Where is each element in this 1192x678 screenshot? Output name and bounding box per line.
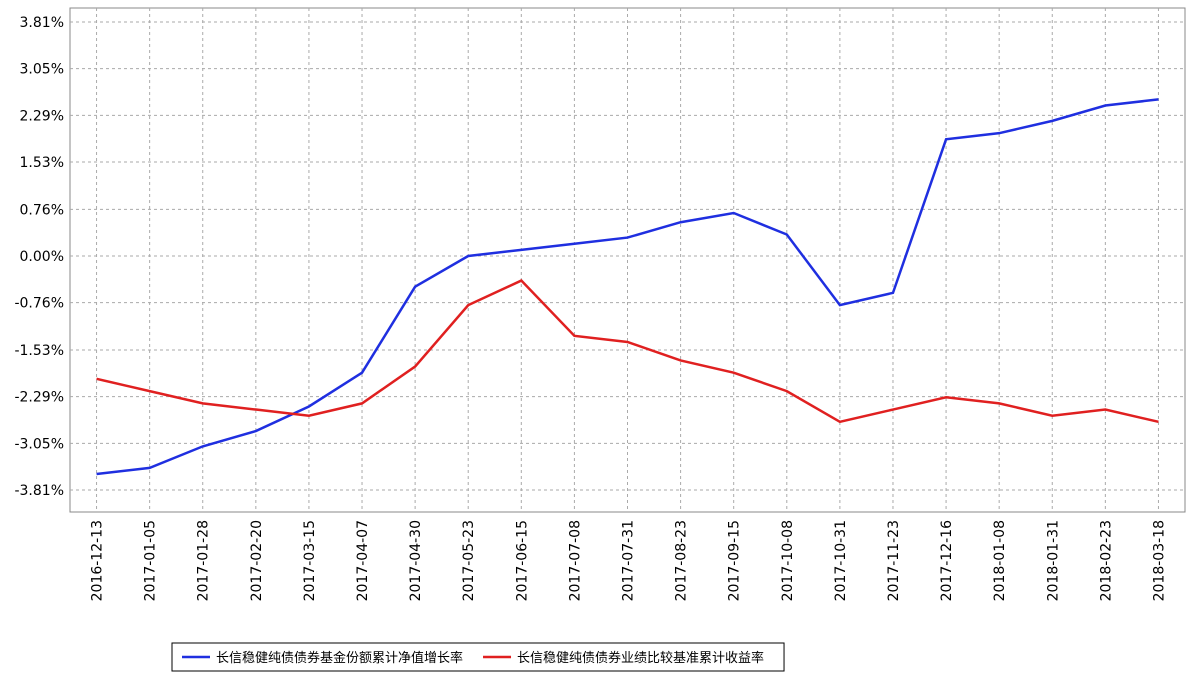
x-tick-label: 2017-01-05 — [143, 520, 159, 601]
x-tick-label: 2017-04-07 — [355, 520, 371, 601]
y-tick-label: 0.00% — [20, 249, 64, 265]
legend-label: 长信稳健纯债债券业绩比较基准累计收益率 — [517, 650, 764, 666]
legend: 长信稳健纯债债券基金份额累计净值增长率 长信稳健纯债债券业绩比较基准累计收益率 — [172, 643, 784, 671]
chart: 3.81% 3.05% 2.29% 1.53% 0.76% 0.00% -0.76% -1.5… — [0, 0, 1192, 678]
x-tick-label: 2016-12-13 — [90, 520, 106, 601]
x-tick-label: 2017-08-23 — [674, 520, 690, 601]
x-tick-label: 2017-12-16 — [939, 520, 955, 601]
y-tick-label: -1.53% — [14, 343, 64, 359]
y-tick-label: 3.81% — [20, 15, 64, 31]
x-tick-label: 2018-02-23 — [1098, 520, 1114, 601]
x-tick-label: 2017-11-23 — [886, 520, 902, 601]
y-tick-label: 3.05% — [20, 62, 64, 78]
x-tick-label: 2017-10-31 — [833, 520, 849, 601]
y-tick-label: -0.76% — [14, 296, 64, 312]
legend-label: 长信稳健纯债债券基金份额累计净值增长率 — [216, 650, 463, 666]
x-tick-label: 2017-07-31 — [621, 520, 637, 601]
y-tick-label: -3.81% — [14, 483, 64, 499]
x-tick-label: 2017-02-20 — [249, 520, 265, 601]
x-tick-label: 2017-09-15 — [727, 520, 743, 601]
x-tick-label: 2017-01-28 — [196, 520, 212, 601]
y-tick-label: 1.53% — [20, 155, 64, 171]
y-tick-label: 0.76% — [20, 202, 64, 218]
x-tick-label: 2017-03-15 — [302, 520, 318, 601]
x-tick-label: 2017-07-08 — [567, 520, 583, 601]
x-tick-label: 2017-06-15 — [514, 520, 530, 601]
y-tick-label: 2.29% — [20, 108, 64, 124]
y-tick-label: -3.05% — [14, 436, 64, 452]
x-tick-label: 2017-10-08 — [780, 520, 796, 601]
x-tick-label: 2018-01-31 — [1045, 520, 1061, 601]
y-tick-label: -2.29% — [14, 390, 64, 406]
x-tick-label: 2018-01-08 — [992, 520, 1008, 601]
x-tick-label: 2017-05-23 — [461, 520, 477, 601]
x-tick-label: 2017-04-30 — [408, 520, 424, 601]
x-tick-label: 2018-03-18 — [1151, 520, 1167, 601]
